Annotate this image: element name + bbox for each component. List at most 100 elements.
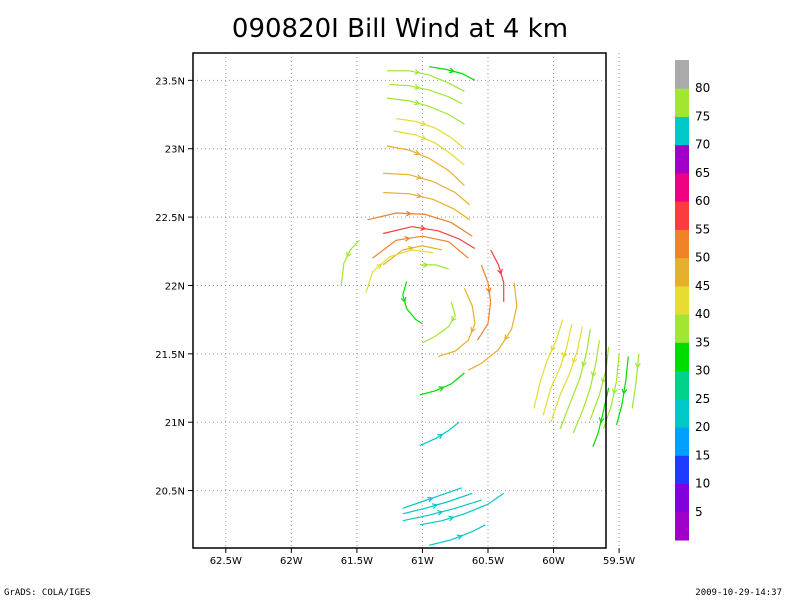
streamline-arrow (497, 268, 503, 275)
streamline-arrow (400, 296, 407, 304)
colorbar-swatch (675, 172, 689, 202)
footer-timestamp: 2009-10-29-14:37 (695, 588, 782, 598)
colorbar-swatch (675, 201, 689, 230)
streamline-arrow (346, 251, 352, 258)
footer-credit: GrADS: COLA/IGES (4, 588, 91, 598)
streamline (382, 226, 476, 250)
colorbar-swatch (675, 144, 689, 174)
colorbar-swatch (675, 88, 689, 117)
streamline (542, 323, 573, 416)
y-tick-label: 23N (165, 145, 185, 156)
streamline-arrow (448, 67, 456, 74)
streamline-arrow (634, 362, 641, 369)
streamline (393, 130, 465, 166)
streamline-arrow (451, 315, 457, 323)
colorbar-swatch (675, 455, 689, 485)
streamline-arrow (405, 210, 412, 217)
grid-lines (193, 53, 620, 548)
streamline-arrow (438, 386, 445, 392)
streamline-arrow (590, 371, 597, 378)
streamline (419, 492, 505, 526)
streamline-arrow (611, 388, 618, 395)
streamline-arrow (420, 225, 427, 231)
streamline (386, 97, 465, 125)
streamline-arrow (414, 149, 421, 156)
streamline-arrow (571, 357, 578, 364)
streamline (468, 282, 518, 371)
colorbar-swatch (675, 116, 689, 146)
x-tick-label: 60.5W (472, 556, 504, 567)
colorbar-swatch (675, 427, 689, 456)
x-tick-label: 61W (411, 556, 434, 567)
streamline (372, 235, 469, 259)
streamline-arrow (404, 236, 411, 242)
streamline (389, 83, 463, 105)
streamline (365, 249, 433, 293)
streamline (533, 319, 564, 409)
colorbar-label: 40 (695, 307, 710, 321)
x-tick-label: 62.5W (210, 556, 242, 567)
x-tick-label: 62W (280, 556, 303, 567)
streamline-arrow (550, 345, 556, 352)
streamline (383, 172, 470, 206)
colorbar-label: 5 (695, 505, 703, 519)
colorbar-label: 70 (695, 138, 710, 152)
colorbar-label: 75 (695, 109, 710, 123)
streamline (383, 191, 470, 221)
plot-frame (192, 52, 607, 549)
streamline-arrow (456, 534, 463, 540)
colorbar-label: 55 (695, 222, 710, 236)
colorbar-label: 35 (695, 335, 710, 349)
colorbar-label: 45 (695, 279, 710, 293)
streamline (438, 287, 476, 358)
streamline (631, 353, 640, 409)
streamline (490, 249, 505, 302)
colorbar-label: 30 (695, 364, 710, 378)
colorbar-label: 80 (695, 81, 710, 95)
streamline (476, 264, 492, 341)
streamline-arrow (416, 192, 423, 199)
streamline-arrow (437, 433, 444, 440)
y-axis: 20.5N 21N 21.5N 22N 22.5N 23N 23.5N (155, 76, 193, 498)
streamline-arrow (414, 84, 421, 90)
streamline-arrow (376, 263, 383, 270)
streamline-arrow (414, 99, 421, 106)
streamline-arrow (581, 361, 587, 368)
x-axis: 62.5W 62W 61.5W 61W 60.5W 60W 59.5W (210, 548, 635, 567)
streamline (419, 421, 460, 446)
x-tick-label: 60W (542, 556, 565, 567)
colorbar-swatch (675, 60, 689, 89)
colorbar-label: 65 (695, 166, 710, 180)
streamline-arrow (416, 174, 423, 180)
streamline (559, 329, 591, 430)
colorbar-label: 15 (695, 448, 710, 462)
colorbar-swatch (675, 342, 689, 372)
streamline (396, 118, 465, 150)
streamline-arrow (420, 134, 427, 141)
colorbar-swatch (675, 398, 689, 428)
streamline-arrow (448, 515, 455, 522)
y-tick-label: 21.5N (155, 350, 185, 361)
chart-title: 090820I Bill Wind at 4 km (231, 14, 569, 44)
colorbar-swatch (675, 229, 689, 259)
colorbar: 5 10 15 20 25 30 35 40 45 50 55 60 65 70 75 80 (675, 60, 710, 541)
colorbar-label: 10 (695, 477, 710, 491)
streamline-arrow (427, 496, 434, 503)
streamline-arrow (561, 352, 568, 359)
streamline (572, 340, 600, 434)
streamline (419, 372, 465, 396)
colorbar-swatch (675, 370, 689, 400)
colorbar-label: 60 (695, 194, 710, 208)
colorbar-swatch (675, 314, 689, 343)
colorbar-swatch (675, 257, 689, 287)
streamline-arrow (437, 510, 444, 516)
x-tick-label: 59.5W (603, 556, 635, 567)
y-tick-label: 20.5N (155, 487, 185, 498)
streamline-arrow (504, 334, 510, 341)
colorbar-swatch (675, 483, 689, 513)
streamline-arrow (598, 417, 605, 424)
streamline-arrow (414, 69, 421, 75)
streamline (422, 301, 456, 344)
streamline (550, 326, 583, 423)
streamline-arrow (423, 262, 429, 268)
